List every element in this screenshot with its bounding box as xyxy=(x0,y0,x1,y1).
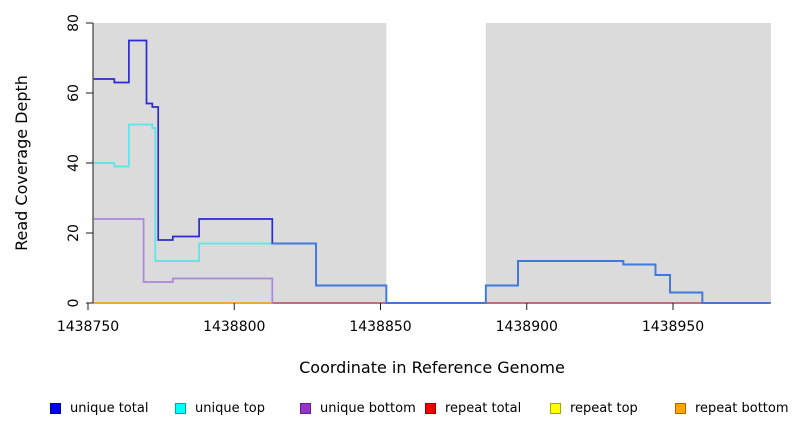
x-tick-label: 1438900 xyxy=(496,319,558,335)
legend: unique total unique top unique bottom repea… xyxy=(0,399,792,419)
legend-swatch-unique-top xyxy=(175,402,186,414)
legend-swatch-repeat-total xyxy=(425,402,436,414)
legend-swatch-unique-total xyxy=(50,402,61,414)
x-axis-ticks: 1438750 1438800 1438850 1438900 1438950 xyxy=(57,303,704,335)
legend-swatch-repeat-bottom xyxy=(675,402,686,414)
legend-item-unique-top: unique top xyxy=(175,399,265,417)
y-tick-label: 0 xyxy=(66,299,82,308)
legend-label: repeat total xyxy=(445,400,522,416)
legend-item-repeat-top: repeat top xyxy=(550,399,638,417)
legend-label: unique bottom xyxy=(320,400,416,416)
series-lines xyxy=(93,39,770,304)
legend-label: repeat bottom xyxy=(695,400,789,416)
repeat-region-band xyxy=(386,23,486,303)
series-line-unique-bottom xyxy=(93,218,274,303)
legend-item-repeat-bottom: repeat bottom xyxy=(675,399,789,417)
y-tick-label: 60 xyxy=(66,84,82,102)
legend-item-unique-bottom: unique bottom xyxy=(300,399,416,417)
x-tick-label: 1438800 xyxy=(203,319,265,335)
x-axis-title: Coordinate in Reference Genome xyxy=(299,358,565,377)
y-tick-label: 80 xyxy=(66,14,82,32)
y-axis-title: Read Coverage Depth xyxy=(12,75,31,251)
legend-item-repeat-total: repeat total xyxy=(425,399,521,417)
series-line-unique-total-top-overlap xyxy=(272,242,770,304)
y-axis-ticks: 0 20 40 60 80 xyxy=(66,14,93,307)
legend-label: unique top xyxy=(195,400,266,416)
legend-swatch-repeat-top xyxy=(550,402,561,414)
y-tick-label: 20 xyxy=(66,224,82,242)
legend-label: repeat top xyxy=(570,400,638,416)
legend-item-unique-total: unique total xyxy=(50,399,148,417)
legend-swatch-unique-bottom xyxy=(300,402,311,414)
x-tick-label: 1438850 xyxy=(349,319,411,335)
x-tick-label: 1438950 xyxy=(642,319,704,335)
legend-label: unique total xyxy=(70,400,149,416)
y-tick-label: 40 xyxy=(66,154,82,172)
x-tick-label: 1438750 xyxy=(57,319,119,335)
